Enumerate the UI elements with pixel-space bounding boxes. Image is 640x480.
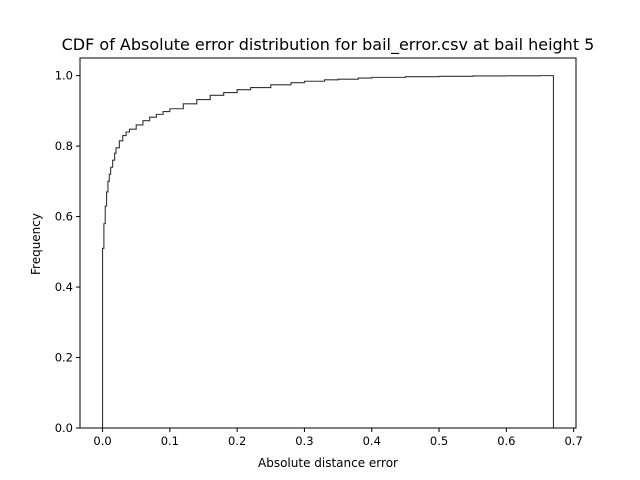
y-axis-label: Frequency — [29, 213, 43, 275]
y-tick-label: 0.8 — [55, 139, 73, 153]
y-tick-label: 0.0 — [55, 421, 73, 435]
x-tick-label: 0.0 — [93, 434, 111, 448]
x-tick-label: 0.4 — [363, 434, 381, 448]
cdf-step-line — [102, 75, 554, 428]
x-tick-label: 0.2 — [228, 434, 246, 448]
plot-frame — [79, 57, 577, 429]
x-axis: 0.0 0.1 0.2 0.3 0.4 0.5 0.6 0.7 — [93, 428, 583, 448]
plot-area — [102, 75, 554, 428]
x-tick-label: 0.3 — [295, 434, 313, 448]
y-tick-label: 0.4 — [55, 280, 73, 294]
x-axis-label: Absolute distance error — [258, 456, 398, 470]
y-axis: 0.0 0.2 0.4 0.6 0.8 1.0 — [55, 69, 80, 435]
x-tick-label: 0.6 — [497, 434, 515, 448]
y-tick-label: 1.0 — [55, 69, 73, 83]
x-tick-label: 0.7 — [564, 434, 582, 448]
y-tick-label: 0.2 — [55, 351, 73, 365]
y-tick-label: 0.6 — [55, 210, 73, 224]
chart-title: CDF of Absolute error distribution for b… — [62, 35, 595, 55]
x-tick-label: 0.1 — [161, 434, 179, 448]
x-tick-label: 0.5 — [430, 434, 448, 448]
